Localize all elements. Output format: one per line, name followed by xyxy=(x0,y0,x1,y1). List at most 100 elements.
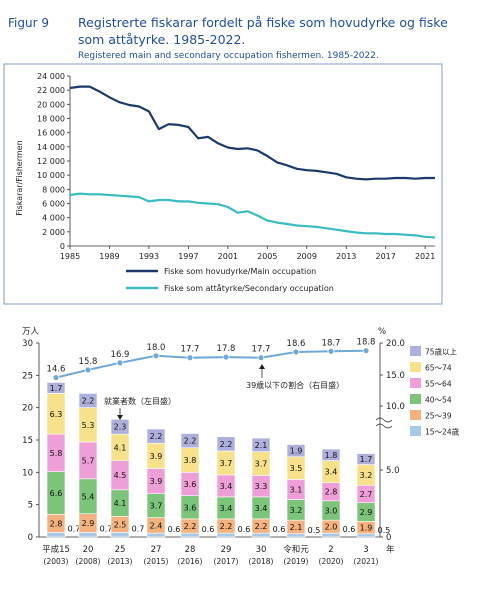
bar-segment-label: 0.7 xyxy=(132,524,145,533)
bar-segment-label: 2.2 xyxy=(255,522,268,531)
left-tick-label: 30 xyxy=(22,339,33,349)
stacked-bars: 0.72.86.65.86.31.70.72.95.45.75.32.20.72… xyxy=(46,382,390,538)
bar-segment-label: 2.2 xyxy=(184,522,197,531)
bar-segment-label: 3.2 xyxy=(290,506,303,515)
left-axis-unit: 万人 xyxy=(22,327,40,337)
rate-point xyxy=(152,352,160,360)
category-label: 29 xyxy=(221,545,232,555)
left-tick-label: 5 xyxy=(28,501,33,511)
bar-segment-label: 2.8 xyxy=(325,488,338,497)
bar-segment-label: 2.2 xyxy=(184,437,197,446)
rate-point xyxy=(52,374,60,381)
legend-label: 15～24歳 xyxy=(425,427,460,437)
rate-point xyxy=(186,354,194,362)
x-tick-label: 2013 xyxy=(336,252,356,261)
chart-title-line-2: som attåtyrke. 1985-2022. xyxy=(78,32,245,47)
bar-segment-label: 4.1 xyxy=(114,499,127,508)
y-tick-label: 2 000 xyxy=(42,228,65,237)
rate-label: 14.6 xyxy=(47,365,66,375)
series-line-secondary xyxy=(69,192,436,239)
bar-segment-label: 3.4 xyxy=(325,468,338,477)
bar-segment-label: 3.6 xyxy=(184,480,197,489)
bar-segment-label: 2.2 xyxy=(150,432,163,441)
bar-segment-label: 1.7 xyxy=(360,455,373,464)
rate-label: 17.8 xyxy=(217,344,236,354)
age-legend: 75歳以上 65～74 55～64 40～54 25～39 15～24歳 xyxy=(410,346,460,437)
bar-segment-label: 6.6 xyxy=(50,489,63,498)
bar-segment-label: 3.7 xyxy=(150,502,163,511)
category-label: 令和元 xyxy=(283,544,309,555)
series-line-main xyxy=(69,85,435,181)
right-axis-unit: % xyxy=(378,327,386,337)
category-label: 2 xyxy=(328,545,333,555)
category-year: (2008) xyxy=(76,557,101,566)
bar-segment-label: 3.7 xyxy=(220,459,233,468)
bar-segment-label: 2.8 xyxy=(50,519,63,528)
rate-annotation-arrowhead xyxy=(259,364,265,369)
bar-segment-label: 0.6 xyxy=(273,525,286,534)
bar-segment xyxy=(286,533,306,538)
workers-annotation: 就業者数（左目盛） xyxy=(104,396,176,406)
rate-label: 18.6 xyxy=(287,339,306,349)
bar-segment-label: 0.6 xyxy=(168,525,181,534)
legend-swatch xyxy=(410,410,421,420)
legend-swatch xyxy=(410,346,421,356)
y-tick-label: 0 xyxy=(60,242,65,251)
legend-label: Fiske som hovudyrke/Main occupation xyxy=(164,267,316,276)
bar-segment-label: 3.4 xyxy=(220,504,233,513)
y-tick-label: 16 000 xyxy=(37,129,65,138)
x-tick-label: 1997 xyxy=(178,252,198,261)
bar-segment-label: 2.9 xyxy=(82,519,95,528)
legend-swatch xyxy=(410,394,421,404)
category-year: (2020) xyxy=(319,557,344,566)
bar-segment-label: 2.2 xyxy=(82,397,95,406)
bar-segment-label: 3.8 xyxy=(184,456,197,465)
left-tick-label: 25 xyxy=(22,371,33,381)
rate-label: 17.7 xyxy=(252,345,271,355)
left-tick-label: 20 xyxy=(22,404,33,414)
bar-segment xyxy=(78,532,98,538)
x-tick-label: 2001 xyxy=(218,252,238,261)
category-label: 30 xyxy=(256,545,267,555)
bar-segment-label: 3.9 xyxy=(150,452,163,461)
bar-segment xyxy=(216,436,236,452)
right-tick-label: 15.0 xyxy=(386,371,405,381)
bar-segment xyxy=(216,532,236,538)
bar-segment-label: 2.4 xyxy=(150,521,163,530)
legend-label: 75歳以上 xyxy=(425,347,458,357)
year-unit: 年 xyxy=(386,544,395,555)
category-axis: 平成15 (2003) 20 (2008) 25 (2013) 27 (2015) 28 (201… xyxy=(42,544,395,566)
bar-segment xyxy=(321,448,341,461)
legend-label: 55～64 xyxy=(425,380,452,389)
legend-swatch xyxy=(410,378,421,388)
bar-segment-label: 0.6 xyxy=(238,525,251,534)
bar-segment-label: 2.2 xyxy=(220,440,233,449)
figure-label: Figur 9 xyxy=(8,16,49,30)
right-tick-label: 0 xyxy=(386,533,391,543)
bar-segment xyxy=(286,444,306,458)
category-label: 3 xyxy=(363,545,368,555)
bar-segment-label: 5.7 xyxy=(82,456,95,465)
y-tick-label: 12 000 xyxy=(37,157,65,166)
x-tick-label: 1989 xyxy=(99,252,119,261)
bar-segment-label: 1.8 xyxy=(325,451,338,460)
rate-label: 18.0 xyxy=(147,343,166,353)
bar-segment-label: 3.7 xyxy=(255,460,268,469)
rate-point xyxy=(292,348,300,356)
y-tick-label: 18 000 xyxy=(37,115,65,124)
bar-segment-label: 3.5 xyxy=(290,464,303,473)
rate-label: 15.8 xyxy=(79,357,98,367)
bar-segment-label: 0.7 xyxy=(100,524,113,533)
bar-segment-label: 6.3 xyxy=(50,410,63,419)
left-tick-label: 10 xyxy=(22,468,33,478)
legend-label: Fiske som attåtyrke/Secondary occupation xyxy=(164,283,334,293)
bar-segment xyxy=(251,532,271,538)
chart-norway: Figur 9 Registrerte fiskarar fordelt på … xyxy=(3,15,448,305)
category-year: (2003) xyxy=(44,557,69,566)
left-tick-label: 0 xyxy=(28,533,33,543)
bar-segment xyxy=(146,532,166,538)
right-tick-label: 20.0 xyxy=(386,339,405,349)
category-year: (2018) xyxy=(249,557,274,566)
